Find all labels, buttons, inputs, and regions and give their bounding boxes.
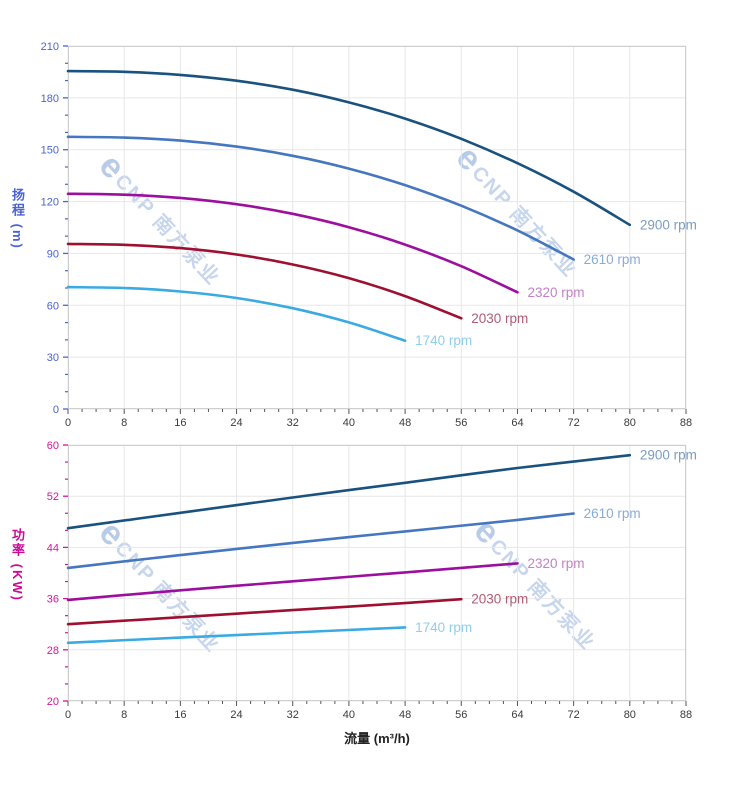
y-tick-label: 28 — [47, 645, 59, 657]
y-tick-label: 52 — [47, 491, 59, 503]
x-tick-label: 0 — [65, 417, 71, 429]
x-tick-label: 8 — [121, 417, 127, 429]
x-tick-label: 32 — [287, 417, 299, 429]
x-tick-label: 64 — [511, 709, 523, 721]
x-tick-label: 40 — [343, 417, 355, 429]
curve-2320-rpm-head — [66, 192, 519, 294]
series-label-2320-rpm-power: 2320 rpm — [527, 556, 584, 571]
series-label-2610-rpm-power: 2610 rpm — [584, 506, 641, 521]
y-tick-label: 120 — [41, 197, 59, 209]
x-tick-label: 0 — [65, 709, 71, 721]
head-y-axis-title: 扬程 (m) — [10, 188, 25, 250]
series-label-1740-rpm-head: 1740 rpm — [415, 333, 472, 348]
series-label-2320-rpm-head: 2320 rpm — [527, 285, 584, 300]
x-tick-label: 32 — [287, 709, 299, 721]
curve-2030-rpm-power — [66, 597, 463, 626]
x-tick-label: 24 — [230, 417, 242, 429]
curve-2030-rpm-head — [66, 242, 463, 320]
y-tick-label: 20 — [47, 696, 59, 708]
y-tick-label: 60 — [47, 300, 59, 312]
x-tick-label: 56 — [455, 709, 467, 721]
y-tick-label: 210 — [41, 41, 59, 53]
curve-2610-rpm-power — [66, 512, 575, 570]
series-label-2030-rpm-power: 2030 rpm — [471, 592, 528, 607]
series-label-2900-rpm-head: 2900 rpm — [640, 217, 697, 232]
x-tick-label: 56 — [455, 417, 467, 429]
x-tick-label: 88 — [680, 417, 692, 429]
x-tick-label: 8 — [121, 709, 127, 721]
curve-2900-rpm-power — [66, 453, 632, 530]
plot-border-head — [68, 46, 686, 409]
y-tick-label: 36 — [47, 594, 59, 606]
curve-2900-rpm-head — [66, 69, 632, 227]
x-tick-label: 80 — [624, 417, 636, 429]
y-tick-label: 150 — [41, 145, 59, 157]
x-tick-label: 72 — [568, 709, 580, 721]
plot-border-power — [68, 445, 686, 701]
x-tick-label: 48 — [399, 709, 411, 721]
x-tick-label: 72 — [568, 417, 580, 429]
x-tick-label: 24 — [230, 709, 242, 721]
series-label-2610-rpm-head: 2610 rpm — [584, 252, 641, 267]
y-tick-label: 0 — [53, 404, 59, 416]
series-label-2900-rpm-power: 2900 rpm — [640, 448, 697, 463]
series-label-1740-rpm-power: 1740 rpm — [415, 620, 472, 635]
x-tick-label: 40 — [343, 709, 355, 721]
y-tick-label: 30 — [47, 352, 59, 364]
curve-1740-rpm-head — [66, 285, 407, 342]
x-tick-label: 48 — [399, 417, 411, 429]
curve-2320-rpm-power — [66, 562, 519, 602]
y-tick-label: 44 — [47, 542, 59, 554]
y-tick-label: 180 — [41, 93, 59, 105]
y-tick-label: 60 — [47, 440, 59, 452]
y-tick-label: 90 — [47, 248, 59, 260]
x-tick-label: 88 — [680, 709, 692, 721]
series-label-2030-rpm-head: 2030 rpm — [471, 311, 528, 326]
flow-x-axis-title: 流量 (m³/h) — [344, 731, 410, 746]
x-tick-label: 16 — [174, 709, 186, 721]
curve-1740-rpm-power — [66, 626, 407, 645]
curve-2610-rpm-head — [66, 135, 575, 261]
power-y-axis-title: 功率 (KW) — [10, 528, 25, 602]
x-tick-label: 16 — [174, 417, 186, 429]
x-tick-label: 64 — [511, 417, 523, 429]
x-tick-label: 80 — [624, 709, 636, 721]
